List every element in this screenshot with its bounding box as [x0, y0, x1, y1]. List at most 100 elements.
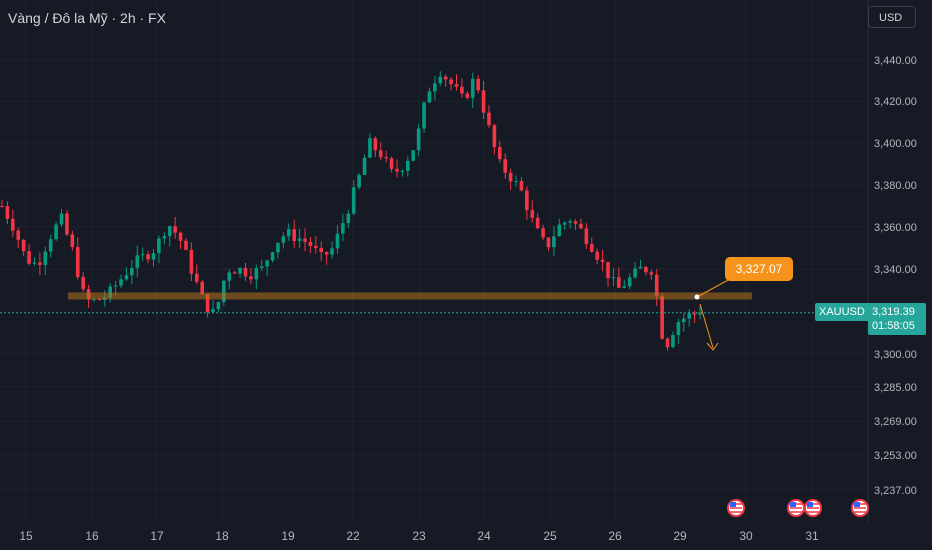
us-flag-icon[interactable] [787, 499, 805, 517]
candle-body [562, 222, 567, 225]
bar-countdown: 01:58:05 [872, 320, 915, 332]
candle-body [189, 249, 194, 274]
candle-body [389, 158, 394, 169]
candle-body [617, 277, 621, 288]
x-tick-label: 22 [346, 529, 360, 543]
us-flag-icon[interactable] [851, 499, 869, 517]
candle-body [627, 277, 632, 287]
candle-body [222, 280, 226, 303]
candle-body [660, 296, 664, 339]
candle-body [525, 190, 529, 211]
candle-body [308, 241, 313, 246]
candle-body [270, 252, 275, 261]
candle-body [568, 221, 572, 223]
candle-body [589, 244, 594, 252]
us-flag-icon[interactable] [804, 499, 822, 517]
candle-body [595, 251, 599, 260]
candle-body [140, 254, 145, 256]
candle-body [119, 279, 123, 286]
candle-body [265, 260, 269, 267]
candle-body [11, 218, 15, 231]
candle-body [151, 253, 156, 260]
candle-body [633, 268, 637, 278]
candle-body [422, 102, 426, 129]
candle-body [411, 150, 416, 161]
us-flag-icon[interactable] [727, 499, 745, 517]
candle-body [259, 266, 264, 269]
x-tick-label: 26 [608, 529, 622, 543]
candle-body [227, 272, 232, 281]
callout-arrow [694, 278, 731, 351]
candle-body [130, 268, 134, 276]
candle-body [75, 246, 80, 278]
candle-body [541, 228, 545, 238]
candle-body [243, 267, 248, 277]
y-tick-label: 3,380.00 [874, 180, 917, 192]
y-tick-label: 3,340.00 [874, 264, 917, 276]
candle-body [579, 223, 583, 229]
candle-body [43, 251, 48, 265]
economic-events[interactable] [727, 499, 869, 517]
candle-body [497, 146, 502, 160]
candle-body [146, 254, 150, 260]
y-tick-label: 3,440.00 [874, 55, 917, 67]
candle-body [297, 238, 302, 242]
candle-body [292, 229, 296, 242]
candle-body [384, 157, 388, 159]
y-tick-label: 3,300.00 [874, 349, 917, 361]
candle-body [552, 236, 556, 248]
price-axis: 3,440.00 3,420.00 3,400.00 3,380.00 3,360.00… [874, 55, 917, 497]
y-tick-label: 3,360.00 [874, 222, 917, 234]
candle-body [573, 221, 578, 224]
candle-body [449, 79, 453, 85]
candle-body [184, 240, 188, 250]
candle-body [470, 78, 475, 98]
candle-body [232, 272, 237, 274]
candle-body [59, 213, 64, 225]
candle-body [606, 261, 610, 279]
candle-body [373, 138, 378, 151]
candle-body [438, 76, 443, 84]
candle-body [113, 285, 118, 287]
candle-body [162, 236, 167, 239]
y-tick-label: 3,237.00 [874, 485, 917, 497]
candle-body [286, 229, 291, 237]
candle-body [65, 213, 69, 235]
y-tick-label: 3,400.00 [874, 138, 917, 150]
candle-body [54, 224, 58, 240]
candle-body [508, 172, 513, 182]
candle-body [535, 217, 540, 229]
candle-body [622, 286, 627, 288]
candle-body [32, 262, 37, 264]
currency-button[interactable]: USD [868, 6, 916, 28]
candle-body [249, 276, 253, 280]
candle-body [433, 83, 437, 92]
x-tick-label: 31 [805, 529, 819, 543]
candle-body [557, 224, 562, 237]
candle-body [330, 248, 334, 255]
candle-body [649, 272, 654, 275]
y-tick-label: 3,420.00 [874, 96, 917, 108]
last-price: 3,319.39 [872, 306, 915, 318]
x-tick-label: 29 [673, 529, 687, 543]
chart-title: Vàng / Đô la Mỹ · 2h · FX [8, 10, 166, 26]
candle-body [644, 267, 648, 273]
x-tick-label: 17 [150, 529, 164, 543]
candle-body [351, 187, 356, 214]
x-tick-label: 16 [85, 529, 99, 543]
candle-body [503, 159, 508, 173]
candle-body [692, 313, 697, 315]
candle-body [487, 112, 491, 126]
candle-body [81, 277, 85, 290]
candle-body [530, 210, 535, 218]
candle-body [216, 302, 221, 310]
y-tick-label: 3,253.00 [874, 450, 917, 462]
candle-body [638, 267, 643, 269]
candle-body [335, 233, 340, 249]
candle-body [476, 78, 480, 91]
candle-body [319, 247, 324, 253]
candle-body [406, 160, 410, 171]
support-level-band[interactable] [68, 292, 752, 300]
x-tick-label: 19 [281, 529, 295, 543]
